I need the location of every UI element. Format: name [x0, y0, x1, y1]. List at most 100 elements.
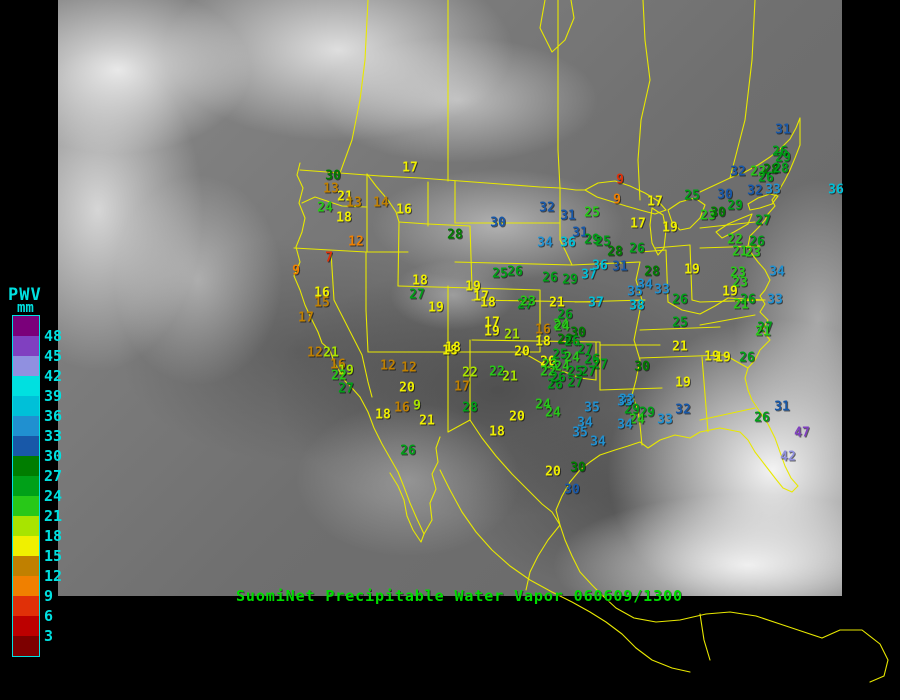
station-pwv-value: 17	[647, 194, 663, 210]
station-pwv-value: 22	[489, 364, 505, 380]
station-pwv-value: 16	[394, 400, 410, 416]
station-pwv-value: 26	[740, 292, 756, 308]
station-pwv-value: 22	[331, 368, 347, 384]
scale-label: 33	[44, 427, 63, 445]
station-pwv-value: 30	[717, 187, 733, 203]
station-pwv-value: 18	[535, 334, 551, 350]
station-pwv-value: 20	[509, 409, 525, 425]
station-pwv-value: 18	[336, 210, 352, 226]
station-pwv-value: 47	[794, 425, 810, 441]
station-pwv-value: 17	[298, 310, 314, 326]
station-pwv-value: 18	[375, 407, 391, 423]
station-pwv-value: 16	[314, 285, 330, 301]
scale-label: 27	[44, 467, 63, 485]
station-pwv-value: 21	[672, 339, 688, 355]
station-pwv-value: 21	[502, 369, 518, 385]
station-pwv-value: 26	[772, 144, 788, 160]
scale-swatch	[13, 336, 39, 356]
station-pwv-value: 26	[754, 410, 770, 426]
station-pwv-value: 23	[700, 208, 716, 224]
station-pwv-value: 25	[672, 315, 688, 331]
station-pwv-value: 31	[775, 122, 791, 138]
station-pwv-value: 9	[613, 192, 621, 208]
station-pwv-value: 18	[489, 424, 505, 440]
scale-swatch	[13, 356, 39, 376]
station-pwv-value: 20	[545, 464, 561, 480]
station-pwv-value: 21	[733, 297, 749, 313]
station-pwv-value: 23	[520, 294, 536, 310]
station-pwv-value: 31	[774, 399, 790, 415]
station-pwv-value: 32	[539, 200, 555, 216]
station-pwv-value: 24	[554, 359, 570, 375]
station-pwv-value: 32	[675, 402, 691, 418]
station-pwv-value: 18	[445, 340, 461, 356]
scale-swatch	[13, 376, 39, 396]
station-pwv-value: 31	[612, 259, 628, 275]
scale-label: 21	[44, 507, 63, 525]
station-pwv-value: 19	[684, 262, 700, 278]
station-pwv-value: 30	[325, 168, 341, 184]
station-pwv-value: 16	[396, 202, 412, 218]
station-pwv-value: 30	[490, 215, 506, 231]
station-pwv-value: 9	[413, 398, 421, 414]
station-pwv-value: 31	[560, 208, 576, 224]
scale-label: 45	[44, 347, 63, 365]
station-pwv-value: 42	[780, 449, 796, 465]
station-pwv-value: 27	[757, 320, 773, 336]
station-pwv-value: 22	[750, 164, 766, 180]
scale-swatch	[13, 396, 39, 416]
station-pwv-value: 24	[564, 350, 580, 366]
station-pwv-value: 21	[419, 413, 435, 429]
station-pwv-value: 19	[704, 349, 720, 365]
station-pwv-value: 22	[462, 365, 478, 381]
station-pwv-value: 30	[570, 460, 586, 476]
station-pwv-value: 23	[542, 357, 558, 373]
station-pwv-value: 17	[473, 289, 489, 305]
station-pwv-value: 19	[722, 284, 738, 300]
station-pwv-value: 26	[564, 334, 580, 350]
station-pwv-value: 29	[775, 150, 791, 166]
station-pwv-value: 17	[402, 160, 418, 176]
station-pwv-value: 26	[749, 234, 765, 250]
station-pwv-value: 16	[330, 357, 346, 373]
scale-label: 18	[44, 527, 63, 545]
station-pwv-value: 21	[323, 345, 339, 361]
scale-swatch	[13, 536, 39, 556]
station-pwv-value: 33	[617, 394, 633, 410]
station-pwv-value: 21	[755, 324, 771, 340]
station-pwv-value: 28	[763, 162, 779, 178]
scale-label: 3	[44, 627, 54, 645]
scale-swatch-column	[12, 315, 40, 657]
station-pwv-value: 34	[637, 277, 653, 293]
station-pwv-value: 7	[325, 250, 333, 266]
scale-swatch	[13, 516, 39, 536]
station-pwv-value: 14	[373, 195, 389, 211]
scale-label: 39	[44, 387, 63, 405]
station-pwv-value: 34	[537, 235, 553, 251]
scale-title: PWV	[8, 285, 42, 305]
station-pwv-value: 35	[584, 400, 600, 416]
satellite-image	[58, 0, 842, 596]
station-pwv-value: 32	[730, 164, 746, 180]
station-pwv-value: 28	[462, 400, 478, 416]
scale-label: 30	[44, 447, 63, 465]
station-pwv-value: 12	[401, 360, 417, 376]
station-pwv-value: 26	[557, 307, 573, 323]
station-pwv-value: 33	[767, 292, 783, 308]
station-pwv-value: 25	[567, 364, 583, 380]
station-pwv-value: 26	[400, 443, 416, 459]
station-pwv-value: 24	[629, 412, 645, 428]
station-pwv-value: 20	[399, 380, 415, 396]
station-pwv-value: 29	[639, 405, 655, 421]
scale-swatch	[13, 436, 39, 456]
station-pwv-value: 22	[540, 364, 556, 380]
scale-label: 36	[44, 407, 63, 425]
scale-swatch	[13, 456, 39, 476]
station-pwv-value: 27	[517, 297, 533, 313]
station-pwv-value: 13	[346, 195, 362, 211]
station-pwv-value: 26	[584, 352, 600, 368]
station-pwv-value: 26	[542, 270, 558, 286]
station-pwv-value: 22	[727, 232, 743, 248]
scale-label: 6	[44, 607, 54, 625]
